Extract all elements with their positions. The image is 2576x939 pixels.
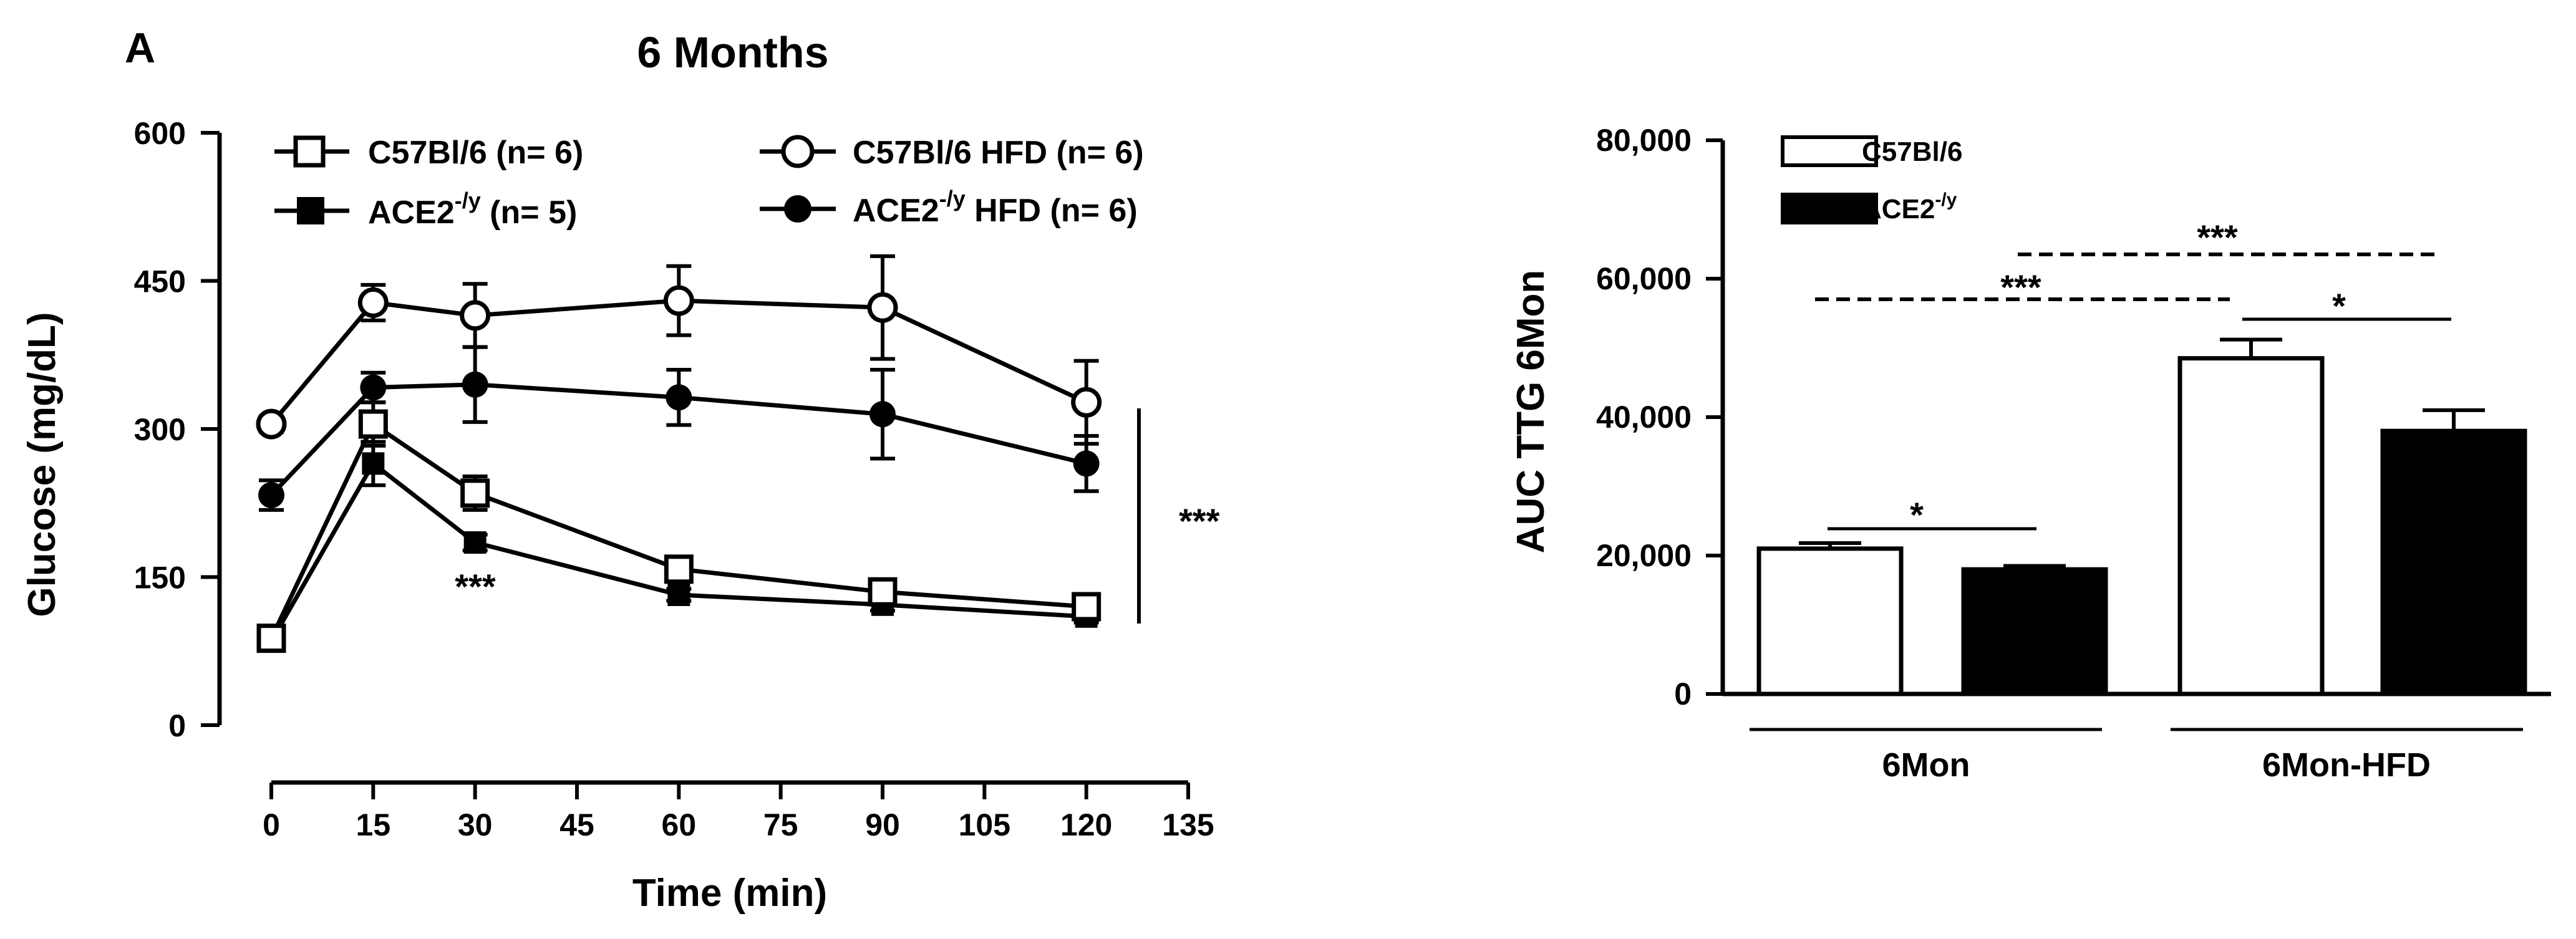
bar-legend-swatch-c57bl6 [1781,135,1878,167]
line-y-axis-label: Glucose (mg/dL) [21,312,64,617]
line-x-ticks: 0 15 30 45 60 75 90 105 120 135 [263,782,1214,842]
data-point-open-square [1072,592,1102,622]
line-y-tick-label: 450 [134,264,186,299]
data-point-filled-circle [666,384,692,411]
series-line [269,382,1087,497]
line-x-tick-label: 105 [959,807,1010,842]
group-label-6mon: 6Mon [1882,746,1970,784]
line-x-axis-label: Time (min) [632,872,827,915]
line-x-tick-label: 90 [865,807,900,842]
line-y-ticks: 0 150 300 450 600 [134,116,220,743]
bar-sig-6mon-hfd: * [2332,286,2346,325]
data-point-filled-circle [462,371,488,398]
line-x-tick-label: 120 [1060,807,1112,842]
glucose-line-chart: A 6 Months Glucose (mg/dL) Time (min) 0 1… [21,24,1220,915]
line-legend: C57Bl/6 (n= 6) ACE2-/y (n= 5) C57Bl/6 HF… [274,135,1144,231]
bar-y-tick-label: 0 [1674,677,1692,711]
data-point-filled-square [667,584,690,606]
data-point-filled-circle [360,374,387,401]
data-point-open-circle [357,287,389,318]
bar-y-axis-label: AUC TTG 6Mon [1509,270,1552,554]
line-y-tick-label: 0 [168,708,186,743]
data-point-open-square [868,577,898,607]
line-x-tick-label: 45 [559,807,594,842]
bar-y-tick-label: 80,000 [1596,123,1692,158]
bar-sig-ace2: *** [2197,218,2238,257]
line-series-0 [256,400,1102,653]
data-point-filled-circle [258,482,284,509]
legend-item-c57bl6: C57Bl/6 (n= 6) [274,135,583,171]
line-chart-title: 6 Months [637,28,828,77]
bar-y-tick-label: 40,000 [1596,400,1692,435]
line-x-tick-label: 60 [662,807,697,842]
series-line [269,420,1087,640]
data-point-open-square [256,624,286,653]
line-series-2 [256,254,1102,446]
bar-legend: C57Bl/6 ACE2-/y [1781,135,1962,224]
data-point-open-circle [256,408,287,440]
data-point-open-square [358,409,388,439]
bar-legend-label-c57bl6: C57Bl/6 [1862,137,1962,167]
legend-item-ace2-hfd: ACE2-/y HFD (n= 6) [760,186,1138,229]
bar-0-1 [1961,567,2108,696]
line-y-tick-label: 150 [134,561,186,595]
line-x-tick-label: 135 [1162,807,1214,842]
bar-1-0 [2177,356,2325,696]
bar-y-tick-label: 60,000 [1596,261,1692,296]
line-series-1 [259,440,1099,653]
legend-label-c57bl6: C57Bl/6 (n= 6) [368,135,583,171]
bar-marks [1756,337,2527,696]
data-point-filled-square [362,452,385,475]
panel-label: A [125,24,155,72]
data-point-open-circle [867,292,898,323]
bar-legend-swatch-ace2 [1781,193,1878,224]
data-point-open-square [664,554,694,584]
bar-0-0 [1756,546,1904,696]
line-x-tick-label: 75 [763,807,798,842]
data-point-open-circle [1071,387,1102,418]
series-line [269,298,1088,426]
line-sig-30min: *** [455,567,496,606]
legend-item-ace2: ACE2-/y (n= 5) [274,188,577,231]
line-x-tick-label: 15 [356,807,391,842]
line-x-tick-label: 0 [263,807,280,842]
data-point-filled-circle [1073,450,1100,477]
line-y-tick-label: 600 [134,116,186,151]
bar-y-tick-label: 20,000 [1596,538,1692,573]
bar-significance: * * *** *** [1815,218,2451,534]
legend-item-c57bl6-hfd: C57Bl/6 HFD (n= 6) [760,135,1144,171]
line-series-3 [258,345,1100,512]
data-point-filled-circle [869,401,896,428]
data-point-open-circle [663,285,694,316]
auc-bar-chart: AUC TTG 6Mon 0 20,000 40,000 60,000 80,000 C… [1509,123,2551,784]
bar-y-ticks: 0 20,000 40,000 60,000 80,000 [1596,123,1723,711]
line-series-group [256,254,1102,653]
data-point-open-circle [460,300,491,331]
legend-label-c57bl6-hfd: C57Bl/6 HFD (n= 6) [853,135,1144,171]
data-point-open-square [460,478,490,508]
bar-groups: 6Mon 6Mon-HFD [1750,728,2523,784]
line-sig-right: *** [1179,501,1220,541]
line-y-tick-label: 300 [134,412,186,447]
line-x-tick-label: 30 [458,807,493,842]
series-line [269,460,1087,643]
bar-sig-c57bl6: *** [2000,267,2041,307]
bar-1-1 [2380,428,2527,696]
bar-legend-label-ace2: ACE2-/y [1862,190,1957,224]
legend-label-ace2: ACE2-/y (n= 5) [368,188,577,231]
group-label-6mon-hfd: 6Mon-HFD [2262,746,2431,784]
legend-label-ace2-hfd: ACE2-/y HFD (n= 6) [853,186,1138,229]
data-point-filled-square [463,531,487,554]
bar-sig-6mon: * [1910,495,1924,534]
